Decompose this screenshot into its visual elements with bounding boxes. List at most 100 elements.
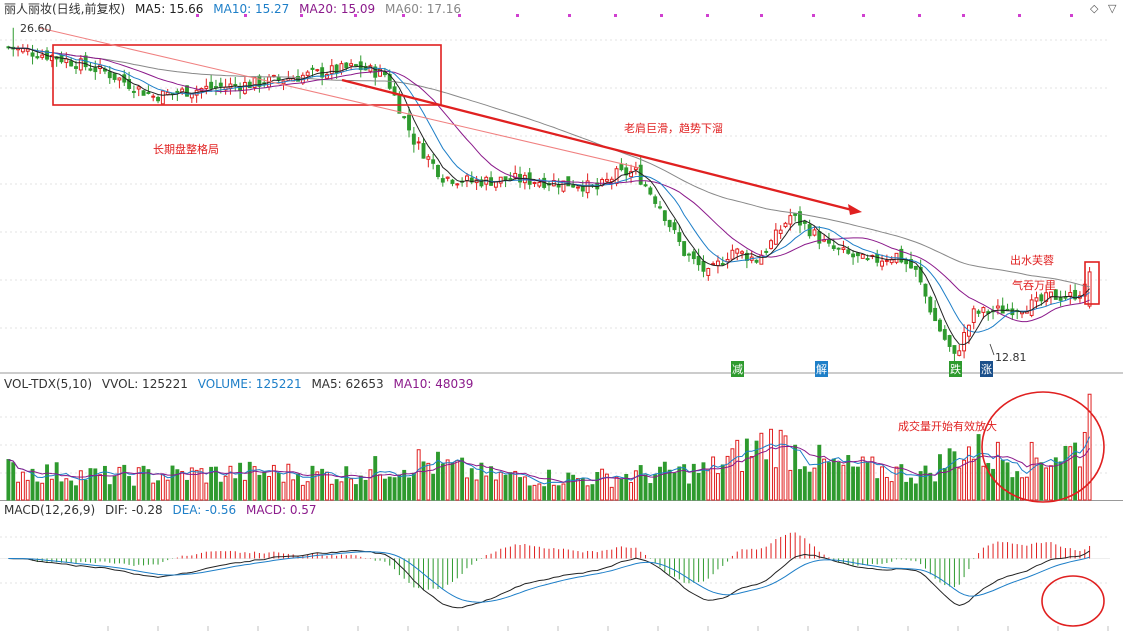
- volume-bar: [648, 483, 653, 501]
- vol-indicator-name: VOL-TDX(5,10): [4, 377, 93, 391]
- volume-bar: [971, 458, 976, 501]
- candle-body: [764, 250, 769, 253]
- dif-line: [8, 549, 1090, 609]
- volume-bar: [88, 468, 93, 501]
- volume-panel-header: VOL-TDX(5,10) VVOL: 125221 VOLUME: 12522…: [4, 375, 479, 393]
- volume-bar: [624, 473, 629, 501]
- dropdown-icon[interactable]: ▽: [1108, 2, 1117, 15]
- volume-bar: [817, 444, 822, 501]
- candle-body: [624, 167, 629, 176]
- volume-bar: [875, 478, 880, 501]
- volume-surge-label: 成交量开始有效放大: [898, 420, 997, 433]
- volume-bar: [576, 478, 580, 501]
- candle-body: [498, 176, 503, 184]
- volume-bar: [744, 438, 749, 501]
- candle-body: [817, 231, 822, 244]
- volume-bar: [773, 467, 778, 501]
- volume-bar: [30, 468, 35, 501]
- volume-bar: [909, 477, 913, 501]
- volume-bar: [296, 473, 300, 501]
- emerge-label: 出水芙蓉: [1010, 254, 1054, 267]
- volume-bar: [798, 469, 802, 501]
- candle-body: [720, 263, 725, 266]
- volume-bar: [542, 486, 547, 501]
- candle-body: [455, 183, 460, 186]
- candle-body: [1029, 299, 1034, 316]
- candle-body: [880, 260, 884, 267]
- marker-zhang: 涨: [980, 361, 993, 377]
- candle-body: [257, 75, 262, 87]
- candle-body: [537, 181, 542, 187]
- candle-body: [836, 247, 841, 250]
- volume-bar: [841, 464, 846, 501]
- volume-bar: [102, 465, 107, 501]
- candle-body: [735, 248, 740, 254]
- candle-body: [1000, 305, 1005, 314]
- candle-body: [662, 210, 667, 222]
- volume-bar: [1024, 476, 1029, 501]
- volume-bar: [69, 480, 74, 501]
- event-dot: [354, 14, 357, 17]
- candle-body: [25, 48, 30, 52]
- volume-bar: [402, 469, 407, 501]
- volume-bar: [527, 485, 532, 501]
- candle-body: [146, 91, 151, 94]
- volume-bar: [614, 476, 619, 501]
- volume-bar: [445, 459, 450, 501]
- candle-body: [1073, 289, 1078, 300]
- volume-bar: [725, 455, 730, 501]
- volume-bar: [730, 448, 735, 501]
- candle-body: [1039, 294, 1044, 302]
- candle-body: [513, 172, 518, 179]
- volume-bar: [291, 479, 296, 501]
- volume-bar: [175, 469, 180, 501]
- candle-body: [532, 182, 537, 185]
- candle-body: [909, 259, 913, 269]
- candle-body: [571, 184, 576, 188]
- volume-bar: [122, 464, 127, 501]
- volume-bar: [165, 479, 170, 501]
- candle-body: [667, 219, 672, 228]
- volume-bar: [320, 468, 325, 501]
- volume-bar: [271, 464, 276, 501]
- volume-bar: [238, 462, 243, 501]
- volume-bar: [1063, 445, 1068, 501]
- volume-bar: [16, 481, 21, 501]
- macd-highlight-circle: [1041, 575, 1105, 627]
- candle-body: [682, 241, 687, 256]
- candle-body: [392, 86, 397, 96]
- volume-bar: [136, 467, 141, 501]
- candle-body: [947, 335, 952, 347]
- candle-body: [851, 253, 856, 258]
- volume-bar: [1034, 457, 1039, 501]
- volume-bar: [479, 462, 484, 501]
- volume-bar: [706, 468, 711, 501]
- volume-bar: [629, 482, 634, 501]
- event-dot: [706, 14, 709, 17]
- event-dot: [760, 14, 763, 17]
- volume-bar: [851, 466, 856, 501]
- candle-body: [382, 71, 387, 76]
- candle-body: [416, 141, 421, 144]
- volume-bar: [35, 481, 40, 501]
- candle-body: [696, 255, 701, 266]
- candle-body: [271, 74, 276, 77]
- volume-bar: [325, 471, 329, 501]
- candle-body: [884, 259, 889, 262]
- volume-bar: [619, 478, 624, 501]
- volume-bar: [107, 484, 112, 501]
- volume-ma10-line: [8, 445, 1091, 483]
- candle-body: [614, 168, 619, 185]
- volume-bar: [677, 466, 682, 501]
- candle-body: [233, 83, 238, 86]
- volume-bar: [793, 444, 798, 501]
- diamond-icon[interactable]: ◇: [1090, 2, 1099, 15]
- volume-bar: [98, 474, 103, 501]
- candle-body: [426, 156, 431, 160]
- consolidation-label: 长期盘整格局: [153, 143, 219, 156]
- volume-bar: [421, 461, 426, 501]
- volume-bar: [822, 458, 827, 501]
- volume-bar: [595, 472, 600, 501]
- ma10-line: [8, 46, 1090, 333]
- volume-bar: [995, 441, 1000, 501]
